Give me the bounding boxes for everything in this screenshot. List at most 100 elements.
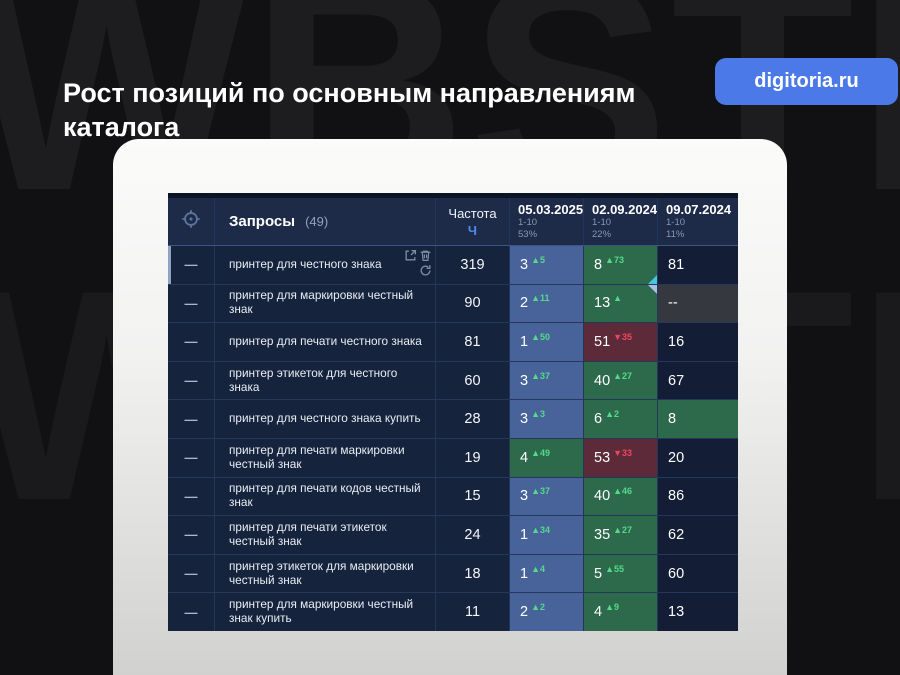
position-cell[interactable]: 40 ▲27 xyxy=(583,361,657,400)
table-row[interactable]: — принтер для маркировки честный знак 90… xyxy=(168,284,738,324)
date-column-header[interactable]: 02.09.2024 1-10 22% xyxy=(583,198,657,245)
table-row[interactable]: — принтер этикеток для маркировки честны… xyxy=(168,554,738,594)
query-text: принтер для печати честного знака xyxy=(229,334,422,349)
query-cell[interactable]: принтер для честного знака xyxy=(214,246,435,284)
query-cell[interactable]: принтер для маркировки честный знак xyxy=(214,284,435,323)
target-column-header[interactable] xyxy=(168,198,214,245)
row-drag-handle[interactable]: — xyxy=(168,439,214,477)
trash-icon[interactable] xyxy=(419,249,432,262)
date-label: 02.09.2024 xyxy=(592,202,658,218)
query-cell[interactable]: принтер для печати этикеток честный знак xyxy=(214,516,435,554)
table-row[interactable]: — принтер для печати этикеток честный зн… xyxy=(168,516,738,555)
position-cell[interactable]: 4 ▲49 xyxy=(509,438,583,477)
position-cell[interactable]: 5 ▲55 xyxy=(583,554,657,593)
dash-icon: — xyxy=(184,566,198,582)
query-cell[interactable]: принтер для печати маркировки честный зн… xyxy=(214,438,435,477)
row-drag-handle[interactable]: — xyxy=(168,555,214,593)
position-cell[interactable]: 3 ▲5 xyxy=(509,246,583,284)
query-cell[interactable]: принтер для честного знака купить xyxy=(214,400,435,438)
frequency-type-toggle[interactable]: Ч xyxy=(467,222,478,238)
query-cell[interactable]: принтер для маркировки честный знак купи… xyxy=(214,593,435,631)
table-row[interactable]: — принтер этикеток для честного знака 60… xyxy=(168,361,738,401)
row-drag-handle[interactable]: — xyxy=(168,400,214,438)
date-column-header[interactable]: 05.03.2025 1-10 53% xyxy=(509,198,583,245)
date-percent: 22% xyxy=(592,229,612,240)
frequency-value: 319 xyxy=(460,256,485,273)
position-value: 1 xyxy=(520,333,529,350)
frequency-cell: 11 xyxy=(435,593,509,631)
position-delta: ▲2 xyxy=(531,602,545,613)
position-cell[interactable]: 13 ▲ xyxy=(583,284,657,323)
query-cell[interactable]: принтер для печати кодов честный знак xyxy=(214,477,435,516)
row-drag-handle[interactable]: — xyxy=(168,362,214,400)
table-row[interactable]: — принтер для честного знака 319 3 ▲5 8 ▲7… xyxy=(168,246,738,285)
position-cell[interactable]: 20 xyxy=(657,438,738,477)
position-cell[interactable]: 67 xyxy=(657,361,738,400)
position-cell[interactable]: 8 xyxy=(657,400,738,438)
position-cell[interactable]: 3 ▲37 xyxy=(509,361,583,400)
table-row[interactable]: — принтер для печати маркировки честный … xyxy=(168,438,738,478)
row-drag-handle[interactable]: — xyxy=(168,478,214,516)
query-cell[interactable]: принтер этикеток для маркировки честный … xyxy=(214,554,435,593)
position-cell[interactable]: -- xyxy=(657,284,738,323)
refresh-icon[interactable] xyxy=(419,264,432,277)
frequency-value: 19 xyxy=(464,449,481,466)
position-cell[interactable]: 4 ▲9 xyxy=(583,593,657,631)
external-link-icon[interactable] xyxy=(404,249,417,262)
position-cell[interactable]: 51 ▼35 xyxy=(583,323,657,361)
position-cell[interactable]: 35 ▲27 xyxy=(583,516,657,554)
queries-column-header[interactable]: Запросы (49) xyxy=(214,198,435,245)
position-cell[interactable]: 2 ▲2 xyxy=(509,593,583,631)
brand-badge[interactable]: digitoria.ru xyxy=(715,58,898,105)
position-cell[interactable]: 16 xyxy=(657,323,738,361)
row-drag-handle[interactable]: — xyxy=(168,323,214,361)
position-value: 86 xyxy=(668,488,685,505)
position-cell[interactable]: 60 xyxy=(657,554,738,593)
row-drag-handle[interactable]: — xyxy=(168,285,214,323)
row-drag-handle[interactable]: — xyxy=(168,246,214,284)
position-value: 1 xyxy=(520,565,529,582)
date-column-header[interactable]: 09.07.2024 1-10 11% xyxy=(657,198,738,245)
date-percent: 53% xyxy=(518,229,538,240)
position-cell[interactable]: 40 ▲46 xyxy=(583,477,657,516)
frequency-value: 18 xyxy=(464,565,481,582)
position-value: 20 xyxy=(668,449,685,466)
position-cell[interactable]: 81 xyxy=(657,246,738,284)
query-cell[interactable]: принтер для печати честного знака xyxy=(214,323,435,361)
position-value: 3 xyxy=(520,372,529,389)
position-value: 2 xyxy=(520,604,529,621)
table-row[interactable]: — принтер для печати кодов честный знак … xyxy=(168,477,738,517)
position-cell[interactable]: 3 ▲3 xyxy=(509,400,583,438)
position-cell[interactable]: 1 ▲4 xyxy=(509,554,583,593)
position-value: 6 xyxy=(594,411,603,428)
table-row[interactable]: — принтер для печати честного знака 81 1… xyxy=(168,323,738,362)
row-drag-handle[interactable]: — xyxy=(168,593,214,631)
frequency-cell: 15 xyxy=(435,477,509,516)
frequency-value: 11 xyxy=(464,604,481,621)
row-drag-handle[interactable]: — xyxy=(168,516,214,554)
position-cell[interactable]: 3 ▲37 xyxy=(509,477,583,516)
position-value: 62 xyxy=(668,526,685,543)
frequency-column-header[interactable]: Частота Ч xyxy=(435,198,509,245)
position-cell[interactable]: 53 ▼33 xyxy=(583,438,657,477)
position-delta: ▼35 xyxy=(613,331,633,342)
position-cell[interactable]: 6 ▲2 xyxy=(583,400,657,438)
position-value: 81 xyxy=(668,256,685,273)
position-cell[interactable]: 8 ▲73 xyxy=(583,246,657,284)
table-row[interactable]: — принтер для честного знака купить 28 3… xyxy=(168,400,738,439)
position-value: 3 xyxy=(520,488,529,505)
queries-label: Запросы xyxy=(229,213,296,230)
position-delta: ▲27 xyxy=(613,370,633,381)
position-cell[interactable]: 2 ▲11 xyxy=(509,284,583,323)
position-cell[interactable]: 1 ▲50 xyxy=(509,323,583,361)
position-cell[interactable]: 13 xyxy=(657,593,738,631)
crosshair-icon xyxy=(180,208,202,235)
table-row[interactable]: — принтер для маркировки честный знак ку… xyxy=(168,593,738,631)
position-value: 60 xyxy=(668,565,685,582)
query-text: принтер для маркировки честный знак купи… xyxy=(229,597,414,626)
position-cell[interactable]: 86 xyxy=(657,477,738,516)
position-cell[interactable]: 1 ▲34 xyxy=(509,516,583,554)
position-cell[interactable]: 62 xyxy=(657,516,738,554)
query-cell[interactable]: принтер этикеток для честного знака xyxy=(214,361,435,400)
frequency-cell: 19 xyxy=(435,438,509,477)
